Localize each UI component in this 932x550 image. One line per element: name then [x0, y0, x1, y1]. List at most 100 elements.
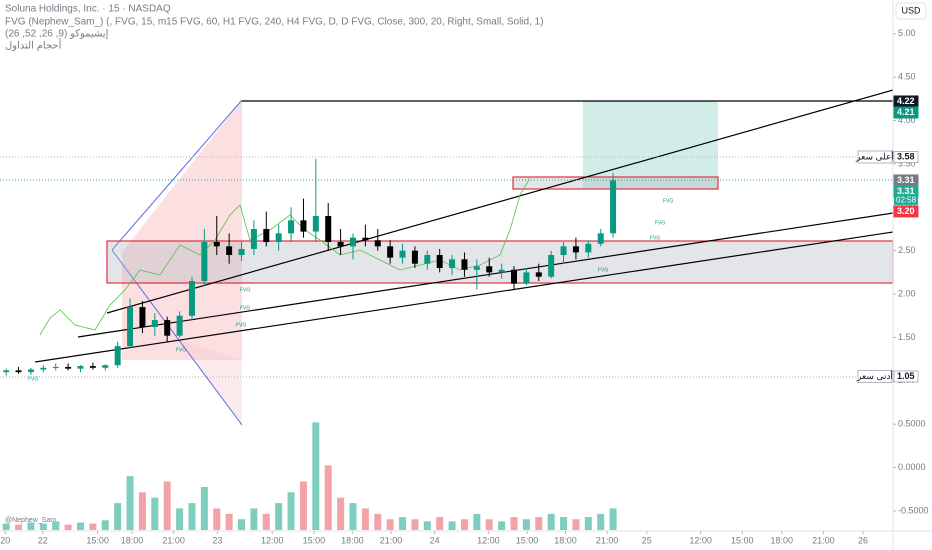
countdown: 02:58 [896, 196, 917, 205]
x-tick-label: 26 [858, 535, 868, 545]
price-label-box [893, 370, 919, 383]
x-tick-label: 20 [0, 535, 10, 545]
volume-bar [460, 519, 468, 530]
indicator-legend: أحجام التداول [5, 39, 62, 52]
x-tick-label: 12:00 [261, 535, 284, 545]
indicator-legend: FVG (Nephew_Sam_) (, FVG, 15, m15 FVG, 6… [5, 17, 544, 28]
indicator-legend: إيشيموكو (9, 26, 52, 26) [5, 29, 109, 40]
volume-bar [560, 517, 568, 530]
x-tick-label: 22 [38, 535, 48, 545]
volume-bar [535, 517, 543, 530]
price-label: 4.21 [897, 107, 915, 117]
fvg-label: FVG [663, 198, 673, 204]
volume-bar [250, 508, 258, 530]
candle-body [387, 246, 394, 258]
volume-bar [27, 522, 35, 530]
drawing-line [111, 99, 243, 251]
candle-body [349, 237, 356, 247]
candle-body [102, 365, 109, 368]
candle-body [27, 369, 34, 373]
candle-body [201, 242, 208, 282]
volume-bar [275, 503, 283, 530]
volume-bar [510, 517, 518, 530]
candle-body [312, 215, 319, 232]
volume-bar [597, 513, 605, 530]
candle-body [263, 229, 270, 243]
currency-button[interactable] [895, 2, 927, 20]
x-tick-label: 18:00 [121, 535, 144, 545]
candle-body [176, 315, 183, 336]
x-tick-label: 15:00 [731, 535, 754, 545]
candle-body [560, 246, 567, 256]
volume-bar [188, 503, 196, 530]
trend-line [77, 212, 894, 338]
price-label: 4.22 [897, 96, 915, 106]
candle-body [114, 346, 121, 366]
candle-body [424, 255, 431, 264]
range-box [106, 240, 894, 284]
x-tick-label: 21:00 [812, 535, 835, 545]
volume-bar [163, 481, 171, 530]
volume-bar [386, 519, 394, 530]
low-caption-box [857, 369, 893, 383]
volume-bar [52, 521, 60, 530]
volume-bar [324, 465, 332, 530]
volume-bar [584, 517, 592, 530]
y-tick-label: 0.0000 [898, 462, 926, 472]
volume-bar [15, 524, 23, 530]
candle-body [486, 266, 493, 273]
volume-bar [101, 520, 109, 530]
candle-body [15, 370, 22, 373]
volume-bar [498, 521, 506, 530]
volume-bar [39, 523, 47, 530]
volume-bar [64, 524, 72, 530]
y-tick-label: -0.5000 [898, 505, 929, 515]
price-label-box [893, 151, 919, 164]
candle-body [250, 229, 257, 249]
x-tick-label: 18:00 [341, 535, 364, 545]
volume-bar [522, 519, 530, 530]
fvg-label: FVG [28, 376, 38, 382]
candle-body [374, 240, 381, 247]
volume-bar [399, 517, 407, 530]
high-caption-box [857, 150, 893, 164]
volume-bar [312, 422, 320, 530]
y-tick-label: 4.00 [898, 115, 916, 125]
volume-bar [138, 492, 146, 530]
volume-bar [337, 497, 345, 530]
candle-body [213, 242, 220, 247]
fvg-label: FVG [655, 220, 665, 226]
volume-bar [225, 513, 233, 530]
candle-body [610, 180, 617, 234]
high-caption: أعلى سعر [855, 149, 894, 162]
volume-bar [77, 522, 85, 530]
volume-bar [374, 513, 382, 530]
volume-bar [448, 521, 456, 530]
currency[interactable]: USD [901, 5, 921, 15]
candle-body [585, 243, 592, 253]
price-label: 3.31 [897, 175, 915, 185]
candle-body [449, 259, 456, 269]
volume-bar [299, 481, 307, 530]
fvg-label: FVG [240, 287, 250, 293]
candle-body [139, 307, 146, 328]
candle-body [288, 220, 295, 234]
candle-body [300, 220, 307, 232]
volume-bar [89, 523, 97, 530]
candle-body [65, 366, 72, 369]
short-zone [122, 100, 242, 360]
volume-bar [423, 521, 431, 530]
candle-body [411, 250, 418, 264]
candle-body [362, 237, 369, 241]
x-tick-label: 15:00 [516, 535, 539, 545]
price-label: 1.05 [897, 371, 915, 381]
volume-bar [287, 492, 295, 530]
volume-bar [213, 508, 221, 530]
volume-bar [547, 513, 555, 530]
watermark: @Nephew_Sam_ [5, 517, 60, 524]
volume-bar [411, 519, 419, 530]
candle-body [535, 272, 542, 277]
fvg-label: FVG [598, 267, 608, 273]
candle-body [337, 242, 344, 247]
